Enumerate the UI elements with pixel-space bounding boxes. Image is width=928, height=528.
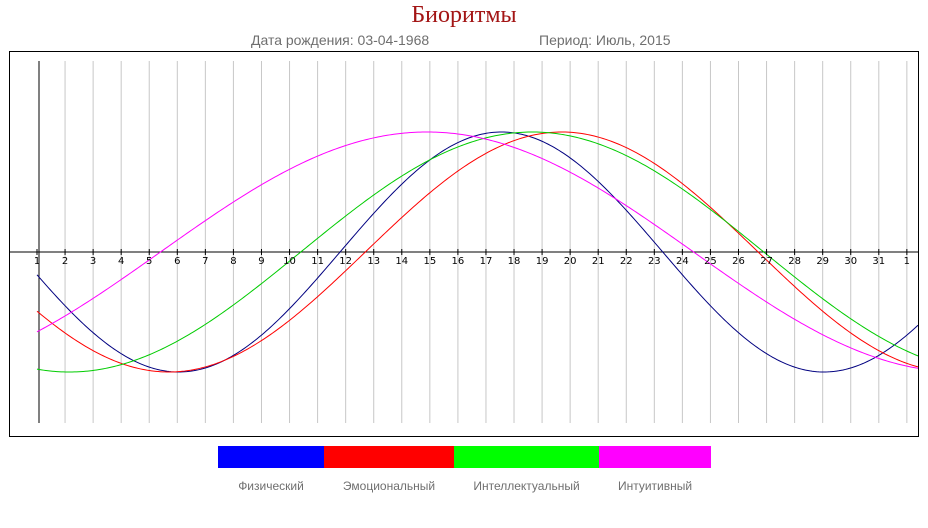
- period-label: Период: Июль, 2015: [539, 32, 671, 48]
- legend-label-intuitive: Интуитивный: [617, 479, 693, 493]
- x-tick-label: 5: [146, 256, 152, 267]
- x-tick-label: 10: [283, 256, 296, 267]
- x-tick-label: 12: [339, 256, 352, 267]
- x-tick-label: 9: [258, 256, 264, 267]
- x-tick-label: 8: [230, 256, 236, 267]
- x-tick-label: 13: [367, 256, 380, 267]
- legend-swatch-physical: [218, 446, 324, 468]
- x-tick-label: 2: [62, 256, 68, 267]
- legend-swatch-emotional: [324, 446, 454, 468]
- x-tick-label: 18: [508, 256, 521, 267]
- x-tick-label: 3: [90, 256, 96, 267]
- x-tick-label: 15: [423, 256, 436, 267]
- x-tick-label: 16: [452, 256, 465, 267]
- x-tick-label: 26: [732, 256, 745, 267]
- legend: Физический Эмоциональный Интеллектуальны…: [218, 446, 711, 498]
- axis-layer: [9, 61, 918, 423]
- series-line-emotional: [36, 131, 919, 373]
- biorhythm-chart: 1 2 3 4 5 6 7 8 9 10 11 12 13 14 15 16 17 18 19 20 21 22 23 24 2…: [9, 51, 919, 437]
- legend-label-emotional: Эмоциональный: [342, 479, 436, 493]
- x-tick-label: 6: [174, 256, 180, 267]
- chart-container: 1 2 3 4 5 6 7 8 9 10 11 12 13 14 15 16 17 18 19 20 21 22 23 24 2…: [9, 51, 919, 437]
- series-line-intellectual: [36, 131, 919, 373]
- x-tick-label: 20: [564, 256, 577, 267]
- x-tick-label: 11: [311, 256, 324, 267]
- page-title: Биоритмы: [411, 2, 517, 28]
- legend-label-physical: Физический: [238, 479, 304, 493]
- x-tick-label: 24: [676, 256, 689, 267]
- x-tick-label: 25: [704, 256, 717, 267]
- x-tick-label: 1: [34, 256, 40, 267]
- x-tick-label: 30: [844, 256, 857, 267]
- birth-date-label: Дата рождения: 03-04-1968: [251, 32, 430, 48]
- x-tick-label: 27: [760, 256, 773, 267]
- x-tick-label: 1: [904, 256, 910, 267]
- chart-frame: [9, 51, 919, 437]
- tick-labels-layer: 1 2 3 4 5 6 7 8 9 10 11 12 13 14 15 16 17 18 19 20 21 22 23 24 2…: [34, 249, 910, 267]
- x-tick-label: 17: [480, 256, 493, 267]
- x-tick-label: 28: [788, 256, 801, 267]
- legend-label-intellectual: Интеллектуальный: [473, 479, 580, 493]
- x-tick-label: 22: [620, 256, 633, 267]
- x-tick-label: 4: [118, 256, 124, 267]
- x-tick-label: 19: [536, 256, 549, 267]
- x-tick-label: 21: [592, 256, 605, 267]
- x-tick-label: 29: [816, 256, 829, 267]
- series-line-intuitive: [36, 131, 919, 369]
- legend-swatch-intellectual: [454, 446, 599, 468]
- series-line-physical: [36, 131, 919, 373]
- x-tick-label: 31: [872, 256, 885, 267]
- legend-swatch-intuitive: [599, 446, 711, 468]
- grid-layer: [64, 61, 908, 423]
- x-tick-label: 7: [202, 256, 208, 267]
- x-tick-label: 23: [648, 256, 661, 267]
- series-layer: [36, 131, 919, 373]
- x-tick-label: 14: [395, 256, 408, 267]
